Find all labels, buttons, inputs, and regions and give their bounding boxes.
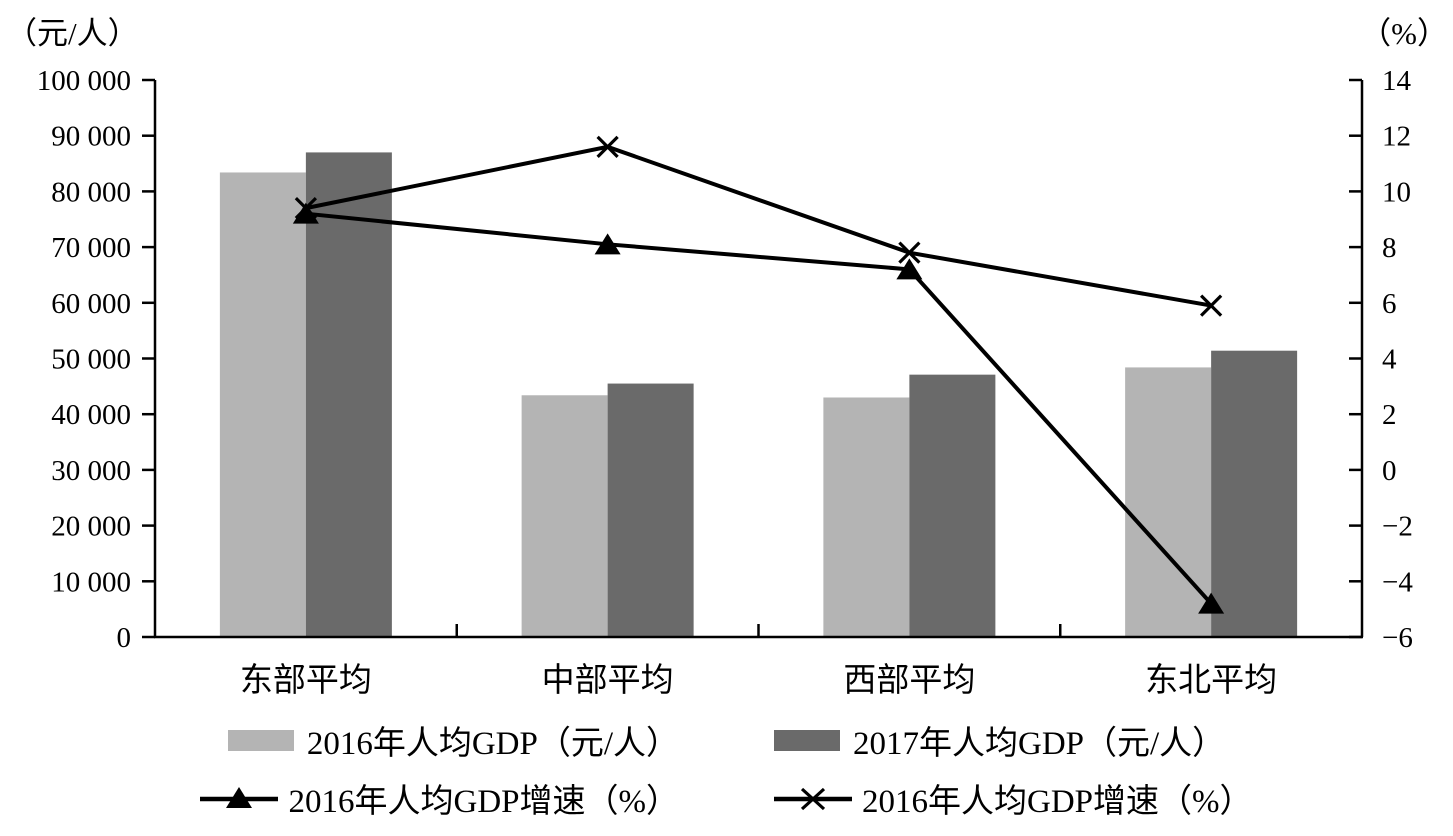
x-axis-category-label: 西部平均: [843, 662, 975, 699]
left-axis-tick-label: 100 000: [37, 65, 131, 97]
right-axis-tick-label: 12: [1382, 121, 1411, 153]
legend-label-gdp-2017: 2017年人均GDP（元/人）: [853, 726, 1226, 762]
bar-2017-cat1: [607, 383, 694, 637]
right-axis-tick-label: 10: [1382, 176, 1411, 208]
legend-swatch-x-line-icon: [774, 784, 852, 812]
left-axis-tick-label: 50 000: [51, 344, 131, 376]
growth-line-triangle: [305, 211, 1213, 605]
left-axis-tick-label: 0: [117, 622, 132, 654]
bar-2016-cat3: [1125, 367, 1212, 637]
legend-label-growth-triangle: 2016年人均GDP增速（%）: [288, 784, 679, 820]
right-axis-tick-label: −6: [1382, 622, 1413, 654]
plot-area: 0 10 000 20 000 30 000 40 000 50 000 60 000 70 …: [37, 65, 1414, 699]
left-axis-tick-label: 60 000: [51, 288, 131, 320]
legend-swatch-2016-bar: [227, 729, 294, 751]
right-axis-unit-label: （%）: [1360, 16, 1448, 51]
legend-row-lines: 2016年人均GDP增速（%） 2016年人均GDP增速（%）: [200, 774, 1253, 822]
right-axis-tick-label: −2: [1382, 511, 1413, 543]
x-marker: [1199, 294, 1223, 317]
x-marker: [898, 241, 921, 264]
left-axis-tick-label: 90 000: [51, 121, 131, 153]
right-axis-tick-label: 8: [1382, 232, 1397, 264]
right-axis-tick-label: 6: [1382, 288, 1397, 320]
right-axis-tick-label: 0: [1382, 455, 1397, 487]
chart-legend: 2016年人均GDP（元/人） 2017年人均GDP（元/人） 2016年人均G…: [0, 716, 1453, 822]
right-axis-tick-label: 2: [1382, 399, 1397, 431]
x-axis-category-label: 东北平均: [1145, 662, 1277, 699]
bar-2016-cat1: [521, 395, 608, 637]
left-axis-unit-label: （元/人）: [6, 16, 139, 51]
legend-row-bars: 2016年人均GDP（元/人） 2017年人均GDP（元/人）: [227, 716, 1225, 764]
x-marker: [596, 135, 619, 158]
bar-2016-cat0: [219, 172, 306, 637]
legend-item-gdp-2016: 2016年人均GDP（元/人）: [227, 716, 679, 764]
x-axis-category-label: 东部平均: [240, 662, 372, 699]
bar-2017-cat3: [1211, 350, 1298, 637]
legend-swatch-2017-bar: [774, 729, 840, 751]
legend-label-growth-x: 2016年人均GDP增速（%）: [862, 784, 1253, 820]
left-axis-tick-label: 40 000: [51, 399, 131, 431]
left-axis-tick-label: 10 000: [51, 566, 131, 598]
bar-2017-cat0: [305, 152, 392, 637]
right-axis-tick-label: 14: [1382, 65, 1412, 97]
legend-item-growth-triangle: 2016年人均GDP增速（%）: [200, 774, 679, 822]
bar-2017-cat2: [909, 374, 996, 637]
right-axis-tick-label: −4: [1382, 566, 1413, 598]
growth-line-x: [305, 144, 1212, 308]
left-axis-tick-label: 30 000: [51, 455, 131, 487]
triangle-marker: [594, 233, 621, 255]
legend-item-growth-x: 2016年人均GDP增速（%）: [774, 774, 1253, 822]
left-axis-tick-label: 20 000: [51, 511, 131, 543]
right-axis-tick-label: 4: [1382, 344, 1397, 376]
left-axis-tick-label: 80 000: [51, 176, 131, 208]
legend-item-gdp-2017: 2017年人均GDP（元/人）: [774, 716, 1225, 764]
triangle-marker: [1198, 592, 1225, 614]
triangle-marker: [896, 258, 923, 280]
triangle-marker: [292, 202, 319, 224]
legend-swatch-triangle-line-icon: [200, 784, 279, 812]
x-axis-category-label: 中部平均: [542, 662, 674, 699]
left-axis-tick-label: 70 000: [51, 232, 131, 264]
legend-swatch-svg: [774, 787, 852, 811]
bar-2016-cat2: [823, 397, 910, 637]
legend-swatch-svg: [200, 787, 279, 808]
x-marker: [294, 196, 318, 220]
legend-label-gdp-2016: 2016年人均GDP（元/人）: [306, 726, 679, 762]
